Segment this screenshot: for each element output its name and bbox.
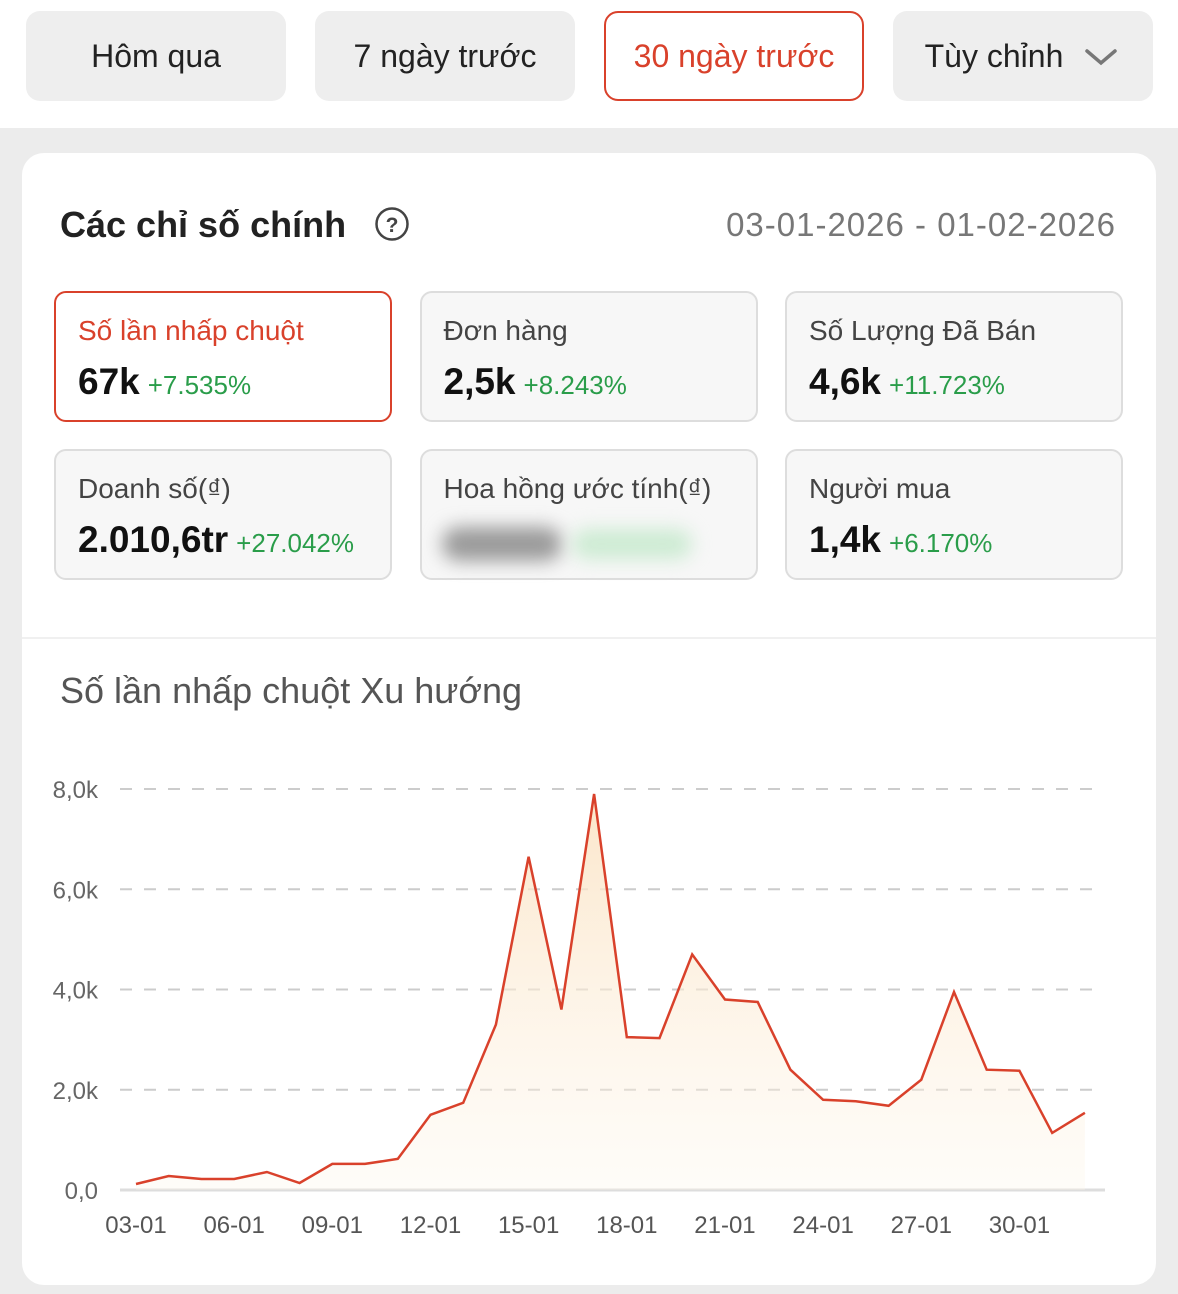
card-title: Các chỉ số chính [60, 204, 347, 245]
metric-label: Đơn hàng [443, 315, 568, 346]
x-tick-label: 15-01 [498, 1212, 559, 1239]
y-tick-label: 6,0k [53, 877, 99, 904]
blurred-value [441, 527, 562, 561]
y-tick-label: 0,0 [65, 1178, 98, 1205]
blurred-change [571, 529, 692, 559]
x-tick-label: 30-01 [989, 1212, 1050, 1239]
x-tick-label: 03-01 [105, 1212, 166, 1239]
metric-card[interactable]: Hoa hồng ước tính(₫) [419, 449, 758, 580]
metric-value-row: 4,6k +11.723% [809, 361, 1005, 403]
metric-change: +11.723% [889, 370, 1005, 400]
metric-label: Doanh số(₫) [78, 473, 231, 504]
tab-button[interactable]: Tùy chỉnh [893, 11, 1153, 101]
metric-card[interactable]: Đơn hàng 2,5k +8.243% [419, 291, 758, 422]
metric-card[interactable]: Người mua 1,4k +6.170% [785, 449, 1123, 580]
metric-change: +27.042% [236, 528, 354, 558]
metric-value: 1,4k [809, 519, 882, 560]
x-tick-label: 12-01 [400, 1212, 461, 1239]
chevron [1085, 49, 1118, 66]
tab-label: 30 ngày trước [633, 37, 835, 74]
divider [22, 637, 1156, 639]
x-tick-label: 21-01 [694, 1212, 755, 1239]
help-icon[interactable]: ? [374, 206, 410, 242]
metric-change: +8.243% [523, 370, 627, 400]
metric-label: Số Lượng Đã Bán [809, 315, 1037, 346]
metric-value-row: 2.010,6tr +27.042% [78, 519, 354, 561]
metric-card[interactable]: Số Lượng Đã Bán 4,6k +11.723% [785, 291, 1123, 422]
tab-button[interactable]: Hôm qua [26, 11, 286, 101]
y-tick-label: 8,0k [53, 777, 99, 804]
svg-text:?: ? [386, 214, 399, 237]
x-tick-label: 18-01 [596, 1212, 657, 1239]
metric-value-row: 67k +7.535% [78, 361, 251, 403]
metric-label: Hoa hồng ước tính(₫) [443, 473, 712, 504]
y-tick-label: 2,0k [53, 1078, 99, 1105]
metric-value-row: 2,5k +8.243% [444, 361, 627, 403]
x-tick-label: 06-01 [203, 1212, 264, 1239]
metric-value: 67k [78, 361, 140, 402]
date-range: 03-01-2026 - 01-02-2026 [726, 206, 1116, 243]
metric-card[interactable]: Doanh số(₫) 2.010,6tr +27.042% [54, 449, 392, 580]
metric-label: Số lần nhấp chuột [78, 315, 304, 346]
tab-button[interactable]: 30 ngày trước [604, 11, 864, 101]
area [136, 794, 1085, 1190]
x-tick-label: 09-01 [302, 1212, 363, 1239]
chart-title: Số lần nhấp chuột Xu hướng [60, 670, 523, 711]
tab-bar: Hôm qua 7 ngày trước 30 ngày trước Tùy chỉn… [0, 0, 1178, 128]
metric-value: 4,6k [809, 361, 882, 402]
chart: 0,0 2,0k 4,0k 6,0k 8,0k 03-01 06-01 09-01 12-01 1… [53, 777, 1105, 1239]
y-tick-label: 4,0k [53, 978, 99, 1005]
x-tick-label: 24-01 [792, 1212, 853, 1239]
x-tick-label: 27-01 [891, 1212, 952, 1239]
metric-value-row: 1,4k +6.170% [809, 519, 992, 561]
tab-label: Hôm qua [91, 37, 221, 74]
metric-change: +7.535% [147, 370, 252, 400]
tab-label: Tùy chỉnh [924, 37, 1064, 74]
tab-label: 7 ngày trước [353, 37, 537, 74]
metric-value: 2.010,6tr [78, 519, 229, 560]
metric-value: 2,5k [443, 361, 516, 402]
tab-button[interactable]: 7 ngày trước [315, 11, 575, 101]
metric-change: +6.170% [889, 528, 993, 558]
line [135, 793, 1086, 1186]
metric-label: Người mua [809, 473, 951, 504]
metric-card[interactable]: Số lần nhấp chuột 67k +7.535% [54, 291, 392, 422]
